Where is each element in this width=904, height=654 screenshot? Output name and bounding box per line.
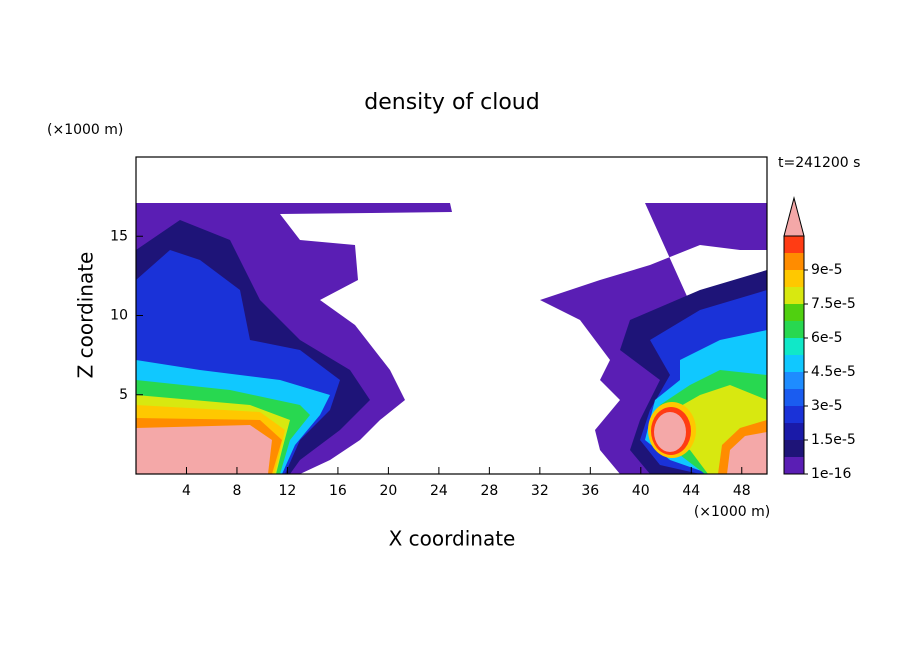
colorbar-band [784,236,804,253]
x-tick-label: 20 [379,483,397,499]
x-tick-label: 12 [279,483,297,499]
colorbar-label: 7.5e-5 [811,296,856,312]
x-tick-label: 36 [581,483,599,499]
colorbar-band [784,457,804,474]
colorbar-label: 3e-5 [811,398,842,414]
x-axis-title: X coordinate [389,527,516,551]
contour-region [136,425,272,474]
colorbar-band [784,440,804,457]
y-axis-title: Z coordinate [74,252,98,379]
colorbar-band [784,372,804,389]
colorbar-label: 6e-5 [811,330,842,346]
chart-title: density of cloud [364,90,539,115]
y-tick-label: 5 [119,387,128,403]
contour-region [727,432,767,474]
x-tick-label: 24 [430,483,448,499]
colorbar-band [784,406,804,423]
y-unit: (×1000 m) [47,122,123,138]
colorbar-band [784,338,804,355]
colorbar-label: 1e-16 [811,466,851,482]
x-tick-label: 4 [182,483,191,499]
x-tick-label: 40 [632,483,650,499]
contour-region [654,412,686,452]
x-tick-label: 48 [733,483,751,499]
contour-field [136,203,767,474]
colorbar-frame [783,235,805,475]
colorbar-over [783,196,805,237]
colorbar-band [784,270,804,287]
colorbar-label: 9e-5 [811,262,842,278]
x-tick-label: 16 [329,483,347,499]
y-tick-label: 15 [110,228,128,244]
x-tick-label: 32 [531,483,549,499]
colorbar-band [784,321,804,338]
y-tick-label: 10 [110,308,128,324]
x-tick-label: 8 [232,483,241,499]
colorbar-band [784,287,804,304]
colorbar-band [784,304,804,321]
colorbar-label: 1.5e-5 [811,432,856,448]
colorbar-band [784,253,804,270]
colorbar-band [784,389,804,406]
colorbar-label: 4.5e-5 [811,364,856,380]
x-tick-label: 44 [682,483,700,499]
colorbar-band [784,423,804,440]
x-unit: (×1000 m) [694,504,770,520]
colorbar-band [784,355,804,372]
x-tick-label: 28 [480,483,498,499]
time-label: t=241200 s [778,155,860,171]
